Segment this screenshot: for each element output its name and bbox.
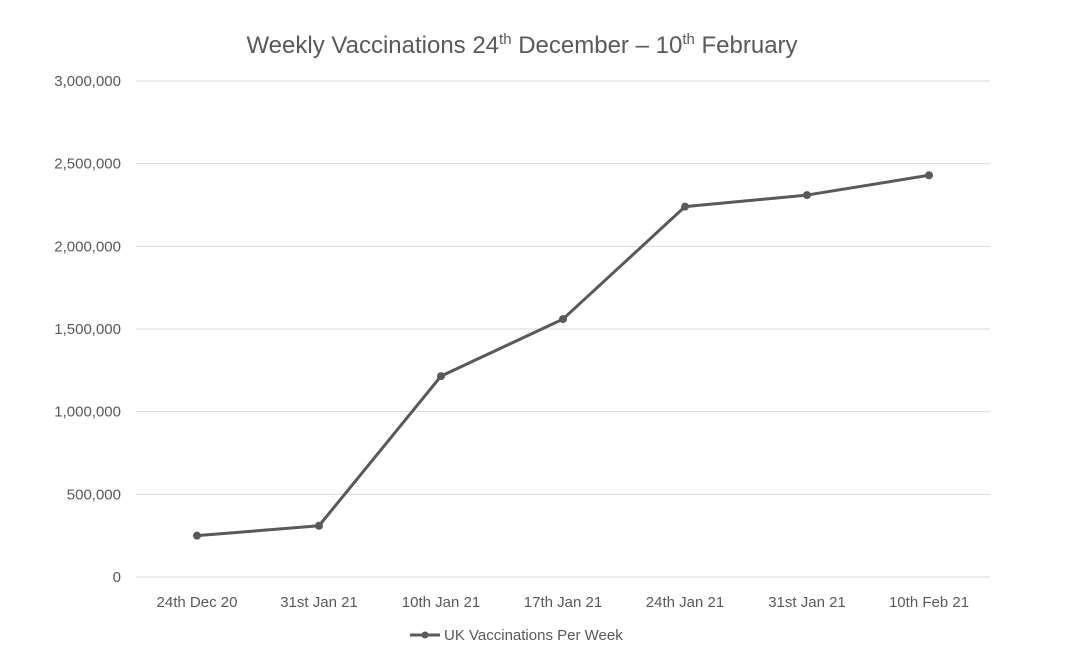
- title-part-2: December – 10: [512, 32, 683, 59]
- x-tick-label: 31st Jan 21: [768, 594, 846, 611]
- x-tick-label: 10th Jan 21: [402, 594, 480, 611]
- y-tick-label: 500,000: [67, 486, 121, 503]
- x-tick-label: 10th Feb 21: [889, 594, 969, 611]
- data-point: [193, 531, 201, 540]
- data-point: [559, 315, 567, 324]
- y-tick-label: 0: [113, 569, 121, 586]
- data-point: [925, 171, 933, 180]
- x-axis-ticks: 24th Dec 20 31st Jan 21 10th Jan 21 17th Ja…: [157, 594, 969, 611]
- x-tick-label: 24th Dec 20: [157, 594, 238, 611]
- y-tick-label: 2,000,000: [54, 238, 121, 255]
- x-tick-label: 24th Jan 21: [646, 594, 724, 611]
- legend-point-marker: [421, 631, 429, 639]
- title-part-1: Weekly Vaccinations 24: [246, 32, 499, 59]
- data-point: [437, 372, 445, 381]
- chart-title: Weekly Vaccinations 24th December – 10th…: [246, 31, 797, 59]
- legend: UK Vaccinations Per Week: [410, 627, 623, 644]
- x-tick-label: 17th Jan 21: [524, 594, 602, 611]
- series-line: [196, 173, 930, 538]
- title-superscript-2: th: [682, 31, 695, 48]
- title-part-3: February: [695, 32, 798, 59]
- title-superscript-1: th: [499, 31, 512, 48]
- y-tick-label: 3,000,000: [54, 73, 121, 90]
- data-point: [681, 202, 689, 211]
- y-tick-label: 2,500,000: [54, 156, 121, 173]
- y-tick-label: 1,000,000: [54, 404, 121, 421]
- gridlines: [136, 80, 990, 578]
- y-tick-label: 1,500,000: [54, 321, 121, 338]
- x-tick-label: 31st Jan 21: [280, 594, 358, 611]
- y-axis-ticks: 0 500,000 1,000,000 1,500,000 2,000,000 2,500…: [54, 73, 121, 586]
- data-point: [803, 191, 811, 200]
- series-layer: [193, 171, 933, 540]
- legend-label: UK Vaccinations Per Week: [444, 627, 623, 644]
- data-point: [315, 521, 323, 530]
